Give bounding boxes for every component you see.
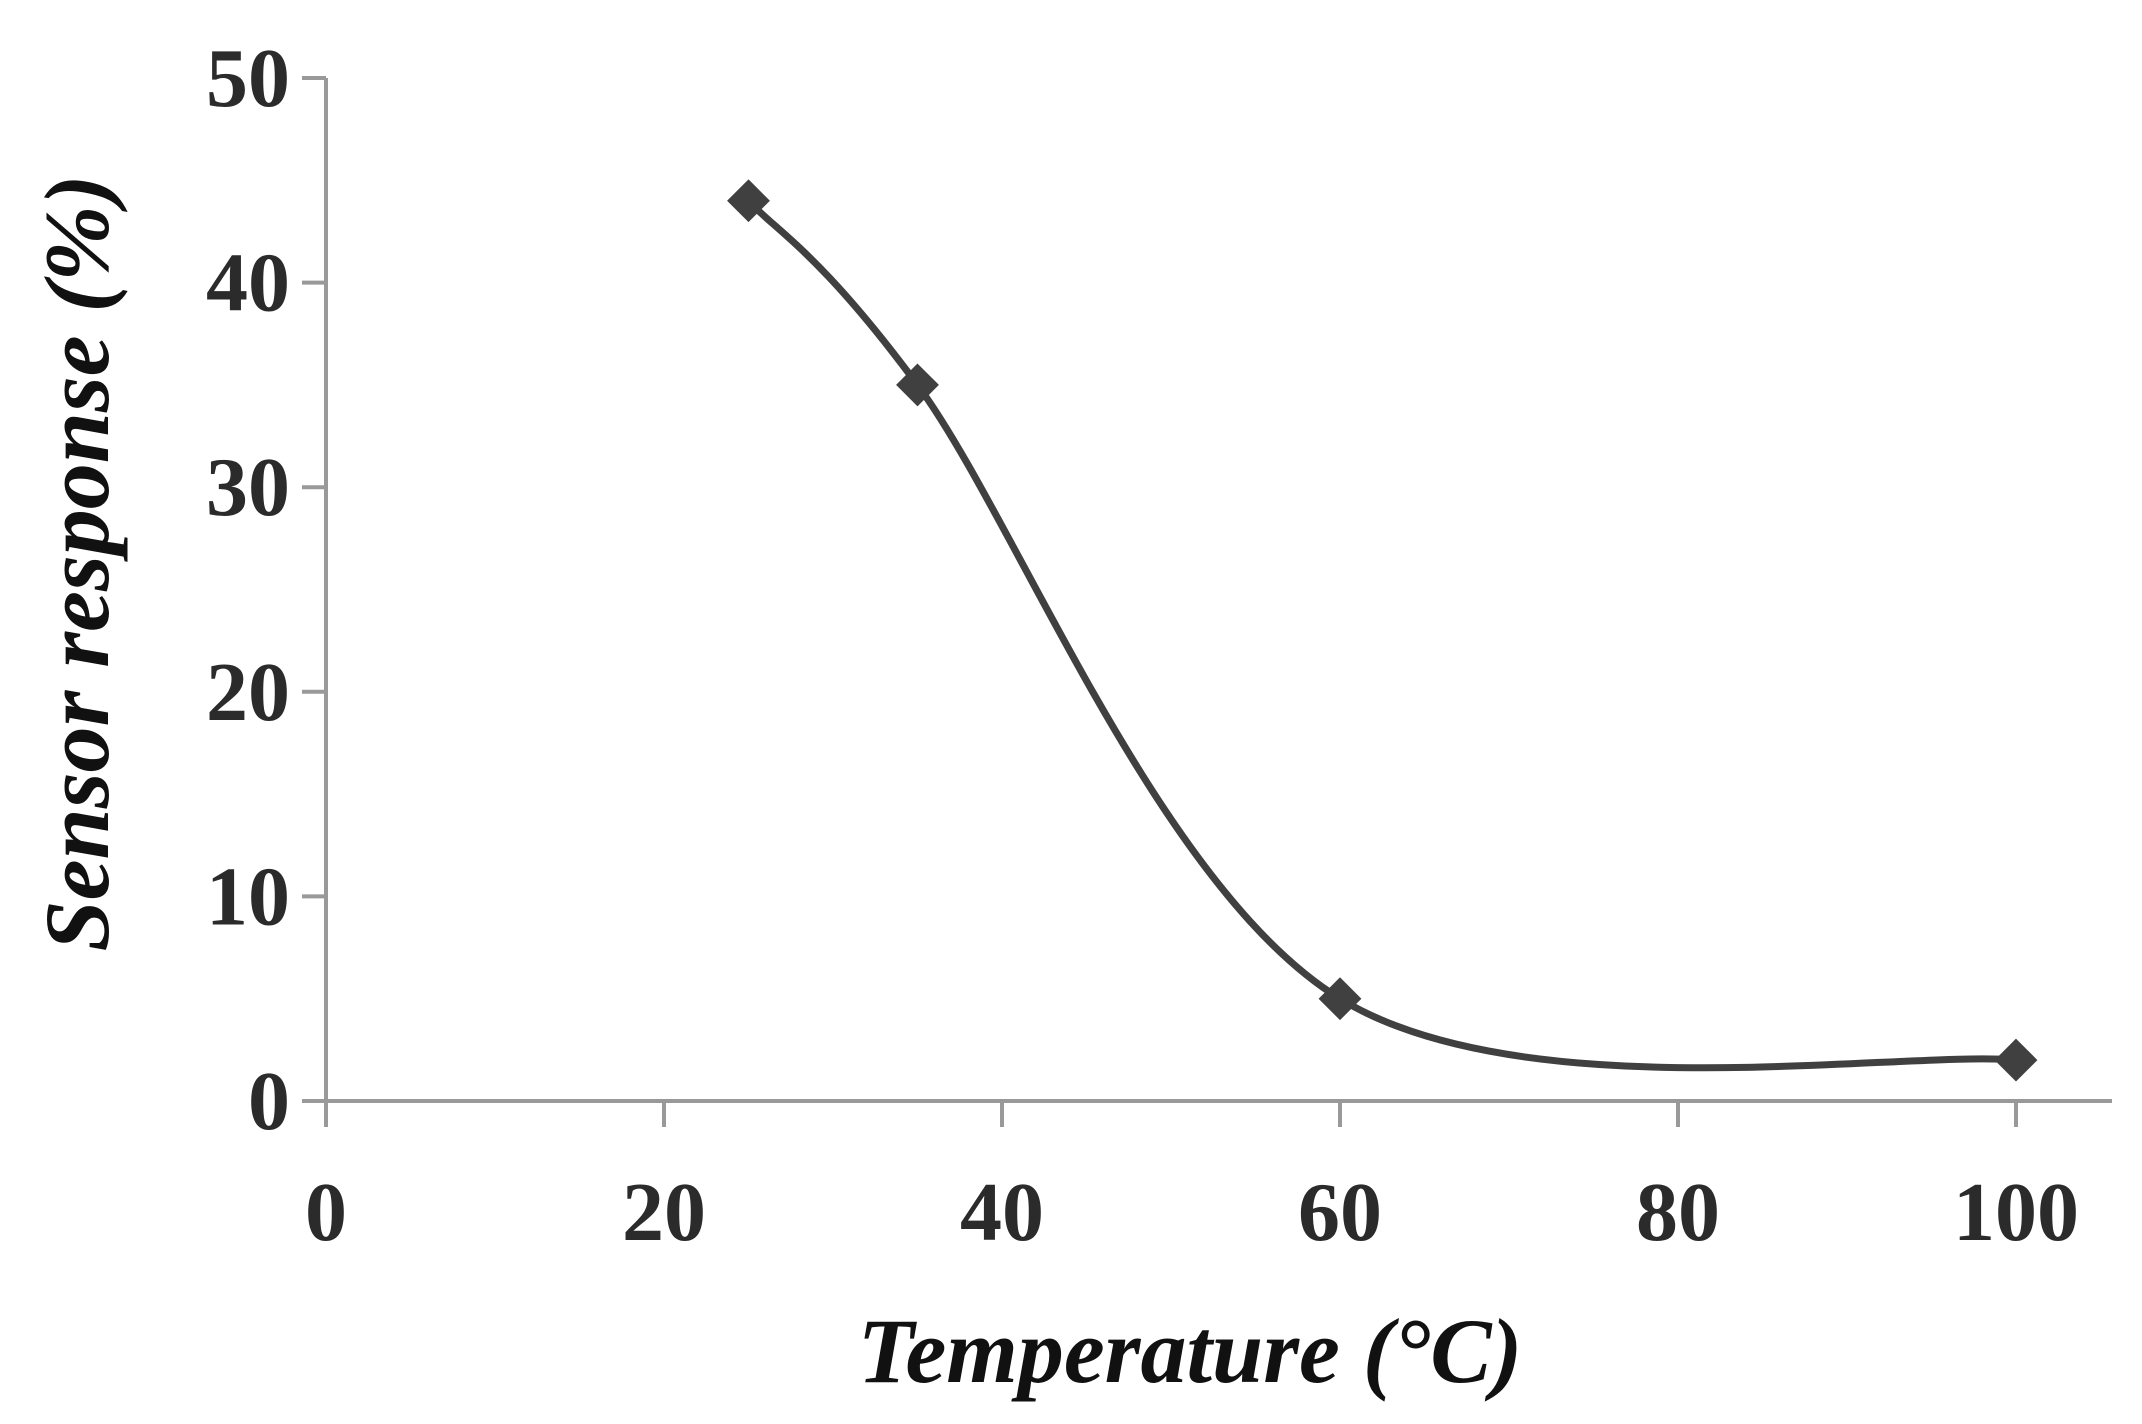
y-tick-label: 20	[206, 646, 290, 739]
x-tick-label: 20	[622, 1166, 706, 1259]
y-tick-label: 10	[206, 850, 290, 943]
x-tick-label: 0	[305, 1166, 347, 1259]
x-tick-label: 40	[960, 1166, 1044, 1259]
y-tick-label: 40	[206, 237, 290, 330]
x-tick-label: 60	[1298, 1166, 1382, 1259]
data-point-marker	[1994, 1038, 2038, 1082]
series-layer	[727, 179, 2038, 1082]
y-tick-label: 50	[206, 32, 290, 125]
y-tick-label: 0	[248, 1055, 290, 1148]
y-axis-title: Sensor response (%)	[26, 175, 128, 952]
y-tick-label: 30	[206, 441, 290, 534]
data-point-marker	[727, 179, 770, 223]
series-line	[745, 197, 2020, 1072]
x-tick-label: 80	[1636, 1166, 1720, 1259]
x-tick-labels: 0 20 40 60 80 100	[305, 1166, 2079, 1259]
x-axis-title: Temperature (°C)	[858, 1300, 1523, 1402]
data-point-marker	[1318, 977, 1362, 1021]
data-point-marker	[896, 363, 939, 407]
x-tick-label: 100	[1953, 1166, 2079, 1259]
y-tick-labels: 0 10 20 30 40 50	[206, 32, 290, 1148]
axes	[302, 76, 2112, 1127]
